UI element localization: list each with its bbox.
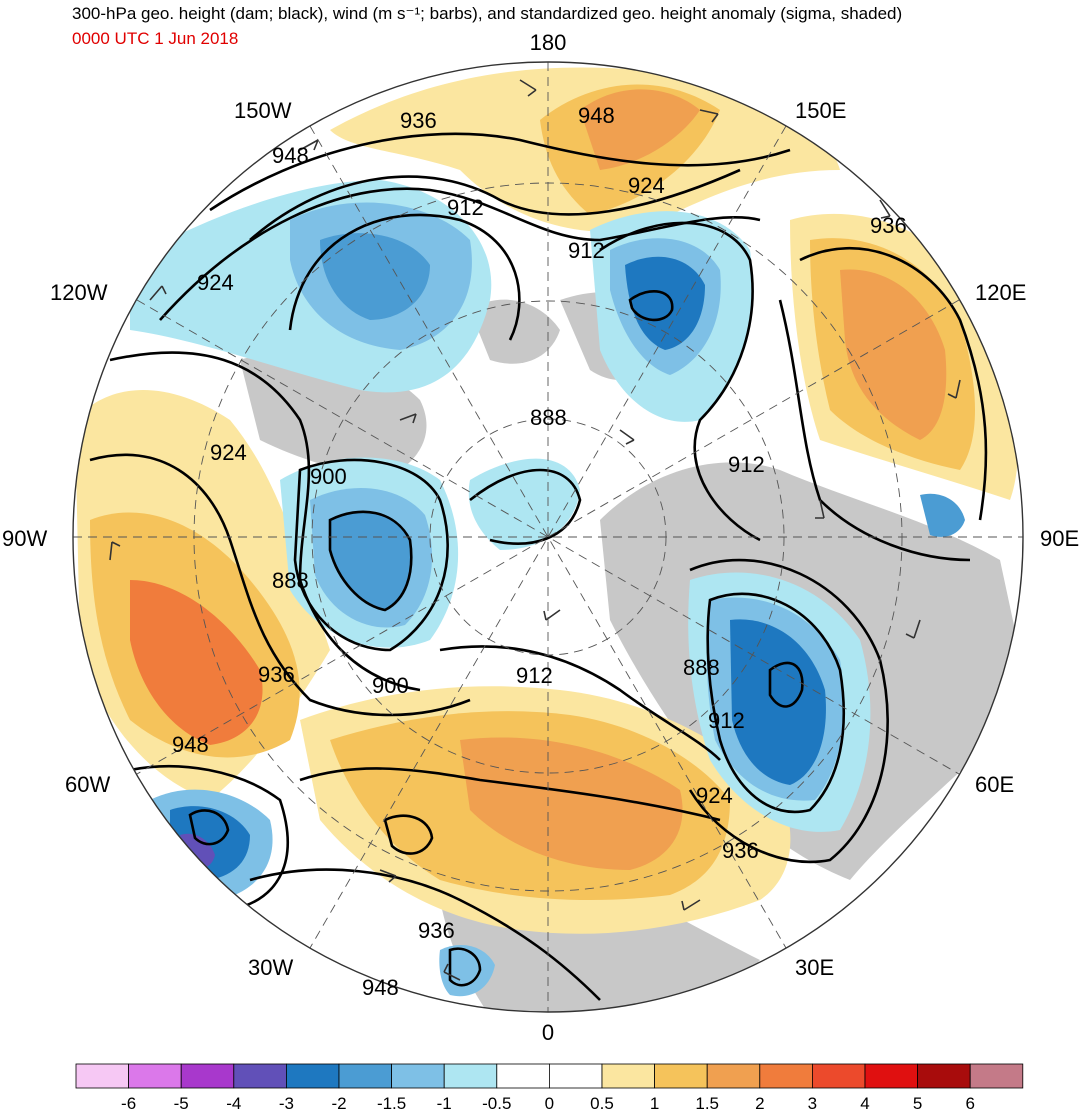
- positive-anomalies: [75, 67, 1019, 934]
- colorbar-tick-label: -1.5: [377, 1094, 406, 1112]
- colorbar-swatch: [601, 1063, 655, 1089]
- colorbar-swatch: [654, 1063, 708, 1089]
- contour-label: 912: [728, 452, 765, 477]
- colorbar-swatch: [391, 1063, 445, 1089]
- colorbar-tick-label: 5: [913, 1094, 922, 1112]
- colorbar-tick-label: -0.5: [482, 1094, 511, 1112]
- contour-label: 888: [683, 655, 720, 680]
- colorbar-tick-label: 3: [808, 1094, 817, 1112]
- contour-label: 948: [362, 975, 399, 1000]
- colorbar-tick-label: -4: [226, 1094, 241, 1112]
- contour-label: 936: [418, 918, 455, 943]
- lon-label-90e: 90E: [1040, 526, 1079, 551]
- valid-time: 0000 UTC 1 Jun 2018: [72, 29, 239, 48]
- contour-label: 900: [310, 464, 347, 489]
- colorbar-tick-label: 4: [860, 1094, 869, 1112]
- colorbar-swatch: [969, 1063, 1024, 1089]
- contour-label: 936: [400, 108, 437, 133]
- contour-label: 948: [272, 143, 309, 168]
- contour-label: 936: [258, 662, 295, 687]
- contour-label: 888: [530, 405, 567, 430]
- contour-label: 912: [516, 663, 553, 688]
- colorbar-swatch: [496, 1063, 550, 1089]
- height-contours: [89, 132, 988, 1001]
- colorbar-swatch: [706, 1063, 761, 1089]
- colorbar-tick-label: -1: [437, 1094, 452, 1112]
- lon-label-150w: 150W: [234, 98, 292, 123]
- colorbar-swatch: [285, 1063, 340, 1089]
- colorbar-tick-label: 1: [650, 1094, 659, 1112]
- colorbar-swatch: [549, 1063, 603, 1089]
- colorbar-tick-label: -6: [121, 1094, 136, 1112]
- colorbar-swatch: [180, 1063, 235, 1089]
- contour-label: 936: [722, 838, 759, 863]
- lon-label-90w: 90W: [2, 526, 47, 551]
- colorbar-tick-label: 0: [545, 1094, 554, 1112]
- lon-label-0: 0: [542, 1020, 554, 1045]
- map-boundary: [72, 61, 1024, 1013]
- colorbar-tick-label: 2: [755, 1094, 764, 1112]
- lon-label-60w: 60W: [65, 772, 110, 797]
- colorbar-tick-label: -2: [331, 1094, 346, 1112]
- graticule: [73, 62, 1023, 1012]
- contour-label: 912: [568, 238, 605, 263]
- lon-label-150e: 150E: [795, 98, 846, 123]
- colorbar-swatch: [917, 1063, 971, 1089]
- colorbar-tick-label: -3: [279, 1094, 294, 1112]
- figure-title: 300-hPa geo. height (dam; black), wind (…: [72, 4, 903, 23]
- colorbar-swatch: [75, 1063, 129, 1089]
- contour-label: 924: [197, 270, 234, 295]
- contour-label: 900: [372, 673, 409, 698]
- lon-label-30e: 30E: [795, 955, 834, 980]
- contour-label: 924: [210, 440, 247, 465]
- colorbar-tick-label: 6: [965, 1094, 974, 1112]
- lon-label-30w: 30W: [248, 955, 293, 980]
- colorbar-tick-label: -5: [174, 1094, 189, 1112]
- colorbar-swatch: [759, 1063, 813, 1089]
- colorbar-swatch: [864, 1063, 918, 1089]
- contour-labels: 936 948 948 912 924 912 936 924 924 900 …: [172, 103, 907, 1000]
- colorbar-swatch: [128, 1063, 182, 1089]
- colorbar-tick-label: 1.5: [695, 1094, 719, 1112]
- contour-label: 912: [447, 195, 484, 220]
- lon-label-120e: 120E: [975, 280, 1026, 305]
- colorbar-swatch: [233, 1063, 287, 1089]
- longitude-labels: 180 150E 120E 90E 60E 30E 0 30W 60W 90W …: [2, 30, 1079, 1045]
- lon-label-180: 180: [530, 30, 567, 55]
- colorbar: -6 -5 -4 -3 -2 -1.5 -1 -0.5 0 0.5 1 1.5 2 3 4 5 6: [75, 1063, 1024, 1112]
- colorbar-tick-label: 0.5: [590, 1094, 614, 1112]
- lon-label-120w: 120W: [50, 280, 108, 305]
- contour-label: 912: [708, 708, 745, 733]
- contour-label: 924: [696, 783, 733, 808]
- lon-label-60e: 60E: [975, 772, 1014, 797]
- contour-label: 948: [578, 103, 615, 128]
- contour-label: 888: [272, 568, 309, 593]
- colorbar-swatch: [443, 1063, 498, 1089]
- contour-label: 948: [172, 732, 209, 757]
- map-disk: [73, 62, 1023, 1012]
- colorbar-swatch: [338, 1063, 392, 1089]
- contour-label: 936: [870, 213, 907, 238]
- colorbar-swatch: [812, 1063, 866, 1089]
- contour-label: 924: [628, 173, 665, 198]
